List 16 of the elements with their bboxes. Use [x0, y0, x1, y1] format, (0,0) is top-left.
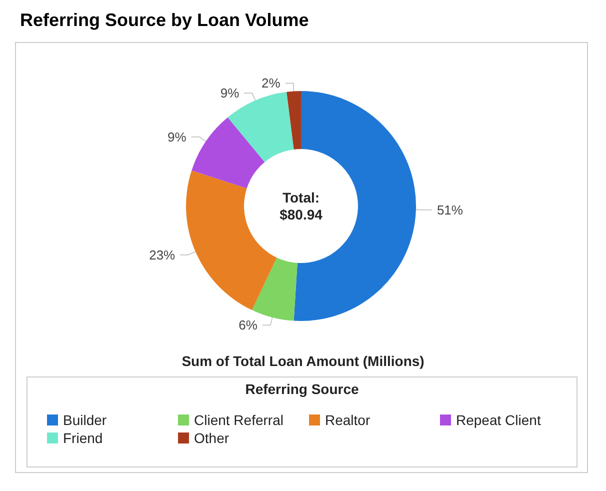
legend-title: Referring Source: [245, 381, 360, 397]
data-label: 51%: [436, 202, 464, 218]
data-label: 23%: [149, 247, 176, 262]
chart-title: Referring Source by Loan Volume: [20, 10, 309, 30]
legend-label: Other: [194, 430, 230, 446]
legend-label: Realtor: [325, 412, 370, 428]
text: Sum of Total Loan Amount (Millions): [182, 353, 424, 369]
legend-label: Builder: [63, 412, 107, 428]
data-label: 2%: [261, 76, 281, 91]
data-label: 9%: [167, 129, 187, 144]
legend-label: Repeat Client: [456, 412, 541, 428]
legend-label: Client Referral: [194, 412, 284, 428]
data-label: 6%: [238, 318, 258, 333]
text: Total: $80.94: [280, 190, 323, 222]
data-label: 9%: [220, 86, 240, 101]
legend-label: Friend: [63, 430, 103, 446]
